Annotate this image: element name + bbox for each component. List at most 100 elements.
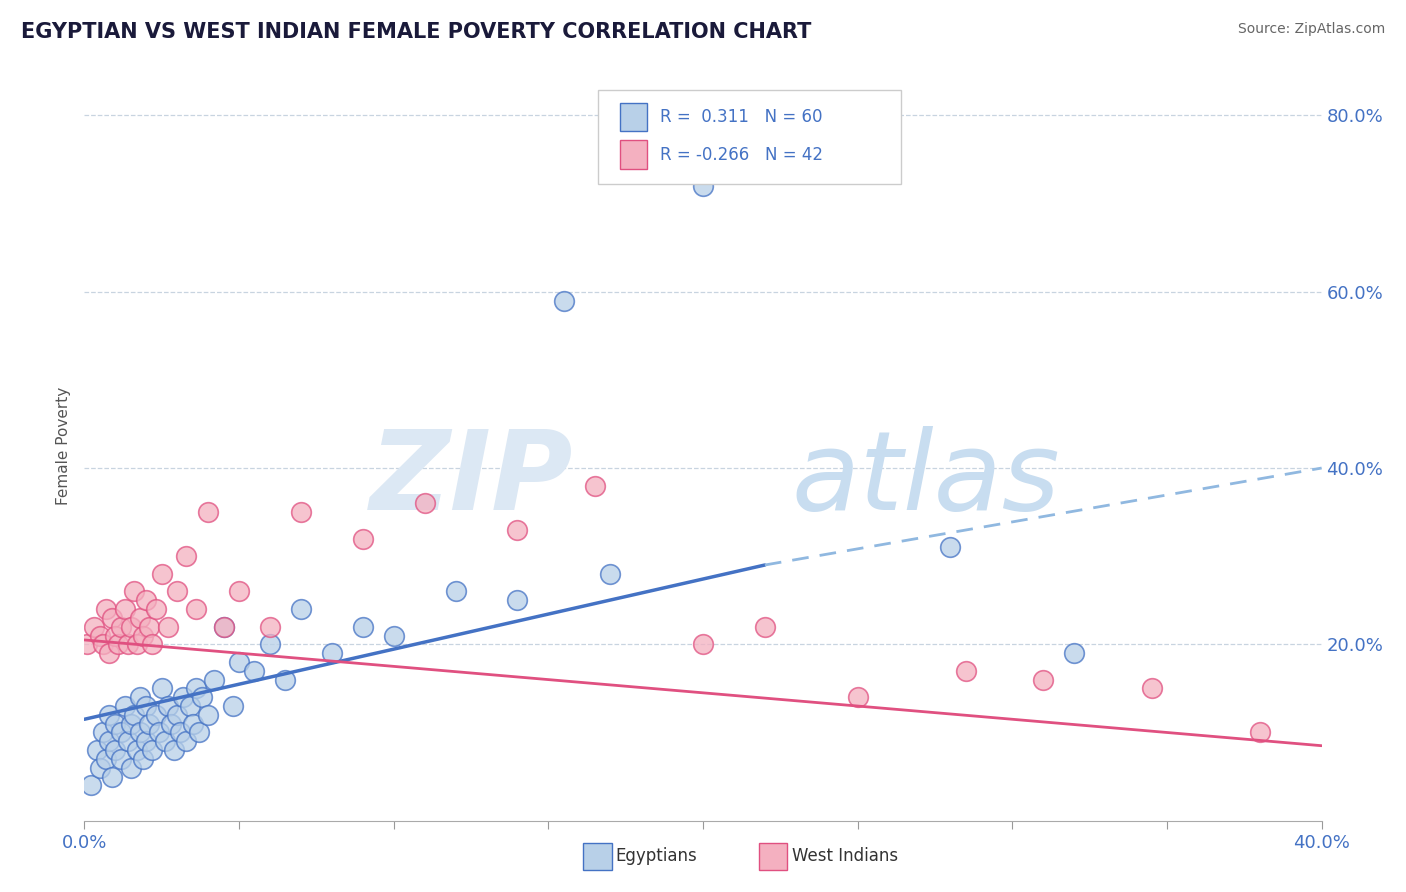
Point <box>1249 725 1271 739</box>
Point <box>163 743 186 757</box>
Point <box>150 681 173 696</box>
Point <box>129 611 152 625</box>
Point <box>104 628 127 642</box>
Point <box>599 566 621 581</box>
Point <box>89 628 111 642</box>
Text: ZIP: ZIP <box>370 426 574 533</box>
Point <box>243 664 266 678</box>
Point <box>129 690 152 705</box>
Point <box>212 620 235 634</box>
Point <box>120 620 142 634</box>
Point <box>222 699 245 714</box>
Point <box>179 699 201 714</box>
Point <box>86 743 108 757</box>
Point <box>76 637 98 651</box>
Point <box>583 478 606 492</box>
Point <box>321 646 343 660</box>
Point <box>122 707 145 722</box>
Point <box>212 620 235 634</box>
Point <box>98 734 121 748</box>
Point <box>132 628 155 642</box>
Point <box>148 725 170 739</box>
Point <box>98 707 121 722</box>
Point <box>132 752 155 766</box>
Point <box>89 761 111 775</box>
Point <box>107 637 129 651</box>
Point <box>352 620 374 634</box>
Point <box>187 725 209 739</box>
Point <box>135 593 157 607</box>
Point <box>125 637 148 651</box>
Point <box>104 716 127 731</box>
Point <box>176 734 198 748</box>
Point <box>553 293 575 308</box>
Bar <box>620 140 647 169</box>
Point <box>506 523 529 537</box>
Point <box>101 770 124 784</box>
Point <box>153 734 176 748</box>
Point <box>444 584 467 599</box>
Point <box>156 620 179 634</box>
Point <box>382 628 405 642</box>
Point <box>259 620 281 634</box>
Point <box>955 664 977 678</box>
Point <box>122 584 145 599</box>
Point <box>184 681 207 696</box>
Point <box>506 593 529 607</box>
Point <box>98 646 121 660</box>
Point <box>83 620 105 634</box>
Point <box>228 584 250 599</box>
Point <box>91 637 114 651</box>
Point <box>79 778 101 792</box>
Point <box>138 620 160 634</box>
Point <box>160 716 183 731</box>
Point <box>125 743 148 757</box>
Point <box>290 602 312 616</box>
Point <box>117 734 139 748</box>
Point <box>172 690 194 705</box>
Point <box>754 620 776 634</box>
Point <box>939 541 962 555</box>
Text: Egyptians: Egyptians <box>616 847 697 865</box>
Text: atlas: atlas <box>792 426 1060 533</box>
Point <box>110 620 132 634</box>
Point <box>181 716 204 731</box>
Point <box>110 752 132 766</box>
Point <box>197 707 219 722</box>
Point <box>197 505 219 519</box>
Point <box>1032 673 1054 687</box>
Point <box>191 690 214 705</box>
Text: EGYPTIAN VS WEST INDIAN FEMALE POVERTY CORRELATION CHART: EGYPTIAN VS WEST INDIAN FEMALE POVERTY C… <box>21 22 811 42</box>
Point <box>352 532 374 546</box>
Point <box>141 637 163 651</box>
Point <box>141 743 163 757</box>
Point <box>138 716 160 731</box>
Point <box>169 725 191 739</box>
Point <box>114 699 136 714</box>
Point <box>104 743 127 757</box>
Point <box>101 611 124 625</box>
Text: Source: ZipAtlas.com: Source: ZipAtlas.com <box>1237 22 1385 37</box>
Text: West Indians: West Indians <box>792 847 897 865</box>
Point <box>274 673 297 687</box>
Point <box>290 505 312 519</box>
Point <box>94 602 117 616</box>
Y-axis label: Female Poverty: Female Poverty <box>56 387 72 505</box>
Point <box>166 707 188 722</box>
FancyBboxPatch shape <box>598 90 901 184</box>
Point <box>110 725 132 739</box>
Point <box>1063 646 1085 660</box>
Point <box>166 584 188 599</box>
Point <box>117 637 139 651</box>
Point <box>145 602 167 616</box>
Point <box>91 725 114 739</box>
Point <box>259 637 281 651</box>
Point <box>135 699 157 714</box>
Text: R =  0.311   N = 60: R = 0.311 N = 60 <box>659 108 823 126</box>
Point <box>145 707 167 722</box>
Text: R = -0.266   N = 42: R = -0.266 N = 42 <box>659 145 823 163</box>
Point <box>120 761 142 775</box>
Point <box>1140 681 1163 696</box>
Point <box>692 178 714 193</box>
Point <box>692 637 714 651</box>
